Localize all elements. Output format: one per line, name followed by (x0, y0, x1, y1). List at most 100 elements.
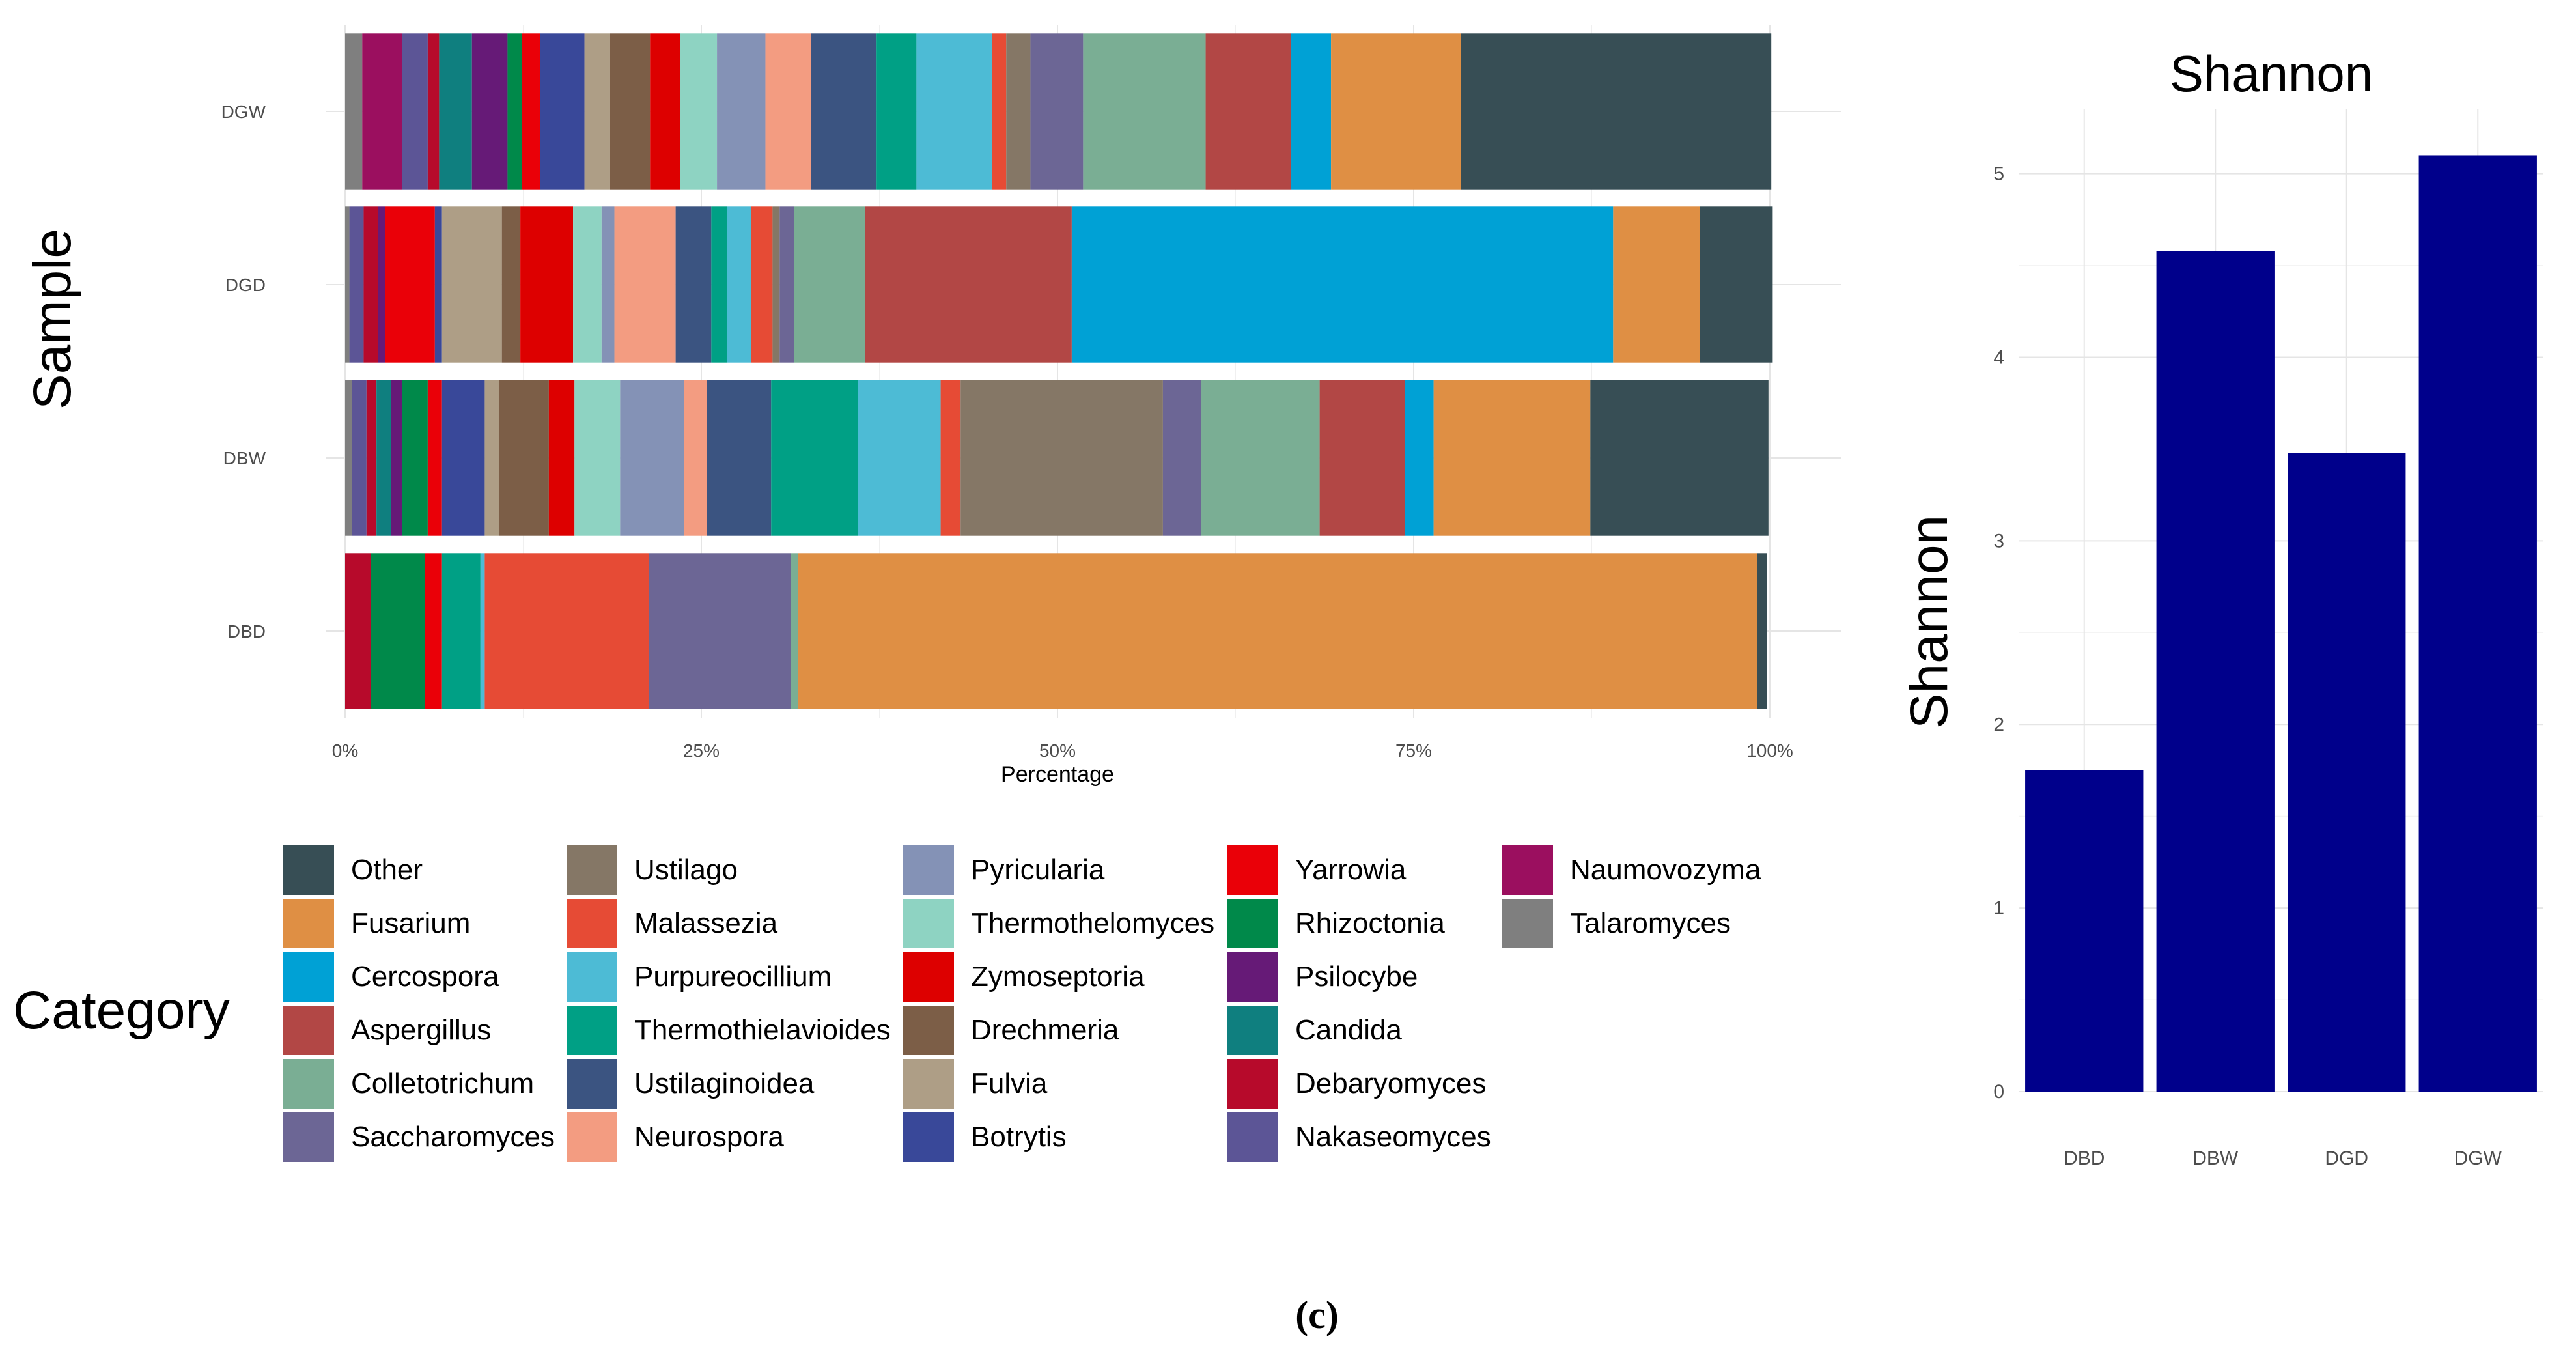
bar-segment-dgw-debaryomyces (427, 33, 440, 190)
bar-segment-dbw-botrytis (441, 380, 485, 536)
legend-item-debaryomyces: Debaryomyces (1227, 1059, 1486, 1109)
shannon-y-tick-label: 4 (1993, 347, 2004, 369)
shannon-y-tick-label: 1 (1993, 897, 2004, 919)
bar-segment-dgd-fusarium (1613, 206, 1700, 363)
x-tick-label: 25% (683, 741, 720, 761)
legend-label: Rhizoctonia (1295, 907, 1445, 939)
legend-label: Yarrowia (1295, 854, 1407, 886)
legend-item-talaromyces: Talaromyces (1502, 899, 1731, 948)
legend-item-neurospora: Neurospora (567, 1112, 784, 1162)
y-tick-label: DGD (225, 275, 266, 295)
legend-label: Neurospora (634, 1121, 784, 1153)
bar-segment-dgw-thermothielavioides (876, 33, 917, 190)
legend-label: Zymoseptoria (971, 961, 1145, 993)
shannon-bar-dgw (2418, 155, 2537, 1092)
legend-item-saccharomyces: Saccharomyces (283, 1112, 555, 1162)
x-axis-tick-labels: 0% 25% 50% 75% 100% (332, 741, 1793, 761)
bar-segment-dgw-thermothelomyces (680, 33, 718, 190)
shannon-bar-dbw (2156, 251, 2275, 1092)
legend-swatch (903, 1006, 954, 1055)
legend-label: Saccharomyces (351, 1121, 555, 1153)
shannon-y-axis-title: Shannon (1899, 515, 1959, 729)
bar-segment-dgw-zymoseptoria (650, 33, 680, 190)
legend-item-candida: Candida (1227, 1006, 1402, 1055)
x-tick-label: 75% (1395, 741, 1432, 761)
shannon-bars (2025, 155, 2537, 1092)
bar-segment-dgw-pyricularia (717, 33, 766, 190)
legend-item-thermothelomyces: Thermothelomyces (903, 899, 1214, 948)
bar-segment-dgd-thermothielavioides (711, 206, 727, 363)
bar-segment-dbw-fusarium (1433, 380, 1591, 536)
bar-segment-dgw-fusarium (1331, 33, 1461, 190)
legend-item-psilocybe: Psilocybe (1227, 952, 1418, 1002)
legend-swatch (1502, 899, 1553, 948)
bar-segment-dbw-neurospora (684, 380, 707, 536)
bar-segment-dbw-debaryomyces (366, 380, 377, 536)
shannon-title: Shannon (2170, 45, 2373, 102)
bar-segment-dbw-aspergillus (1319, 380, 1405, 536)
legend-label: Purpureocillium (634, 961, 832, 993)
bar-segment-dgd-botrytis (434, 206, 442, 363)
legend-item-ustilago: Ustilago (567, 845, 738, 895)
bar-segment-dgw-drechmeria (609, 33, 651, 190)
bar-segment-dgd-pyricularia (601, 206, 615, 363)
bar-segment-dbw-purpureocillium (858, 380, 941, 536)
legend-label: Aspergillus (351, 1014, 492, 1046)
bar-segment-dgw-candida (439, 33, 472, 190)
legend-swatch (567, 1112, 617, 1162)
bar-segment-dbw-yarrowia (427, 380, 442, 536)
bar-segment-dbw-pyricularia (620, 380, 684, 536)
bar-segment-dbw-zymoseptoria (548, 380, 575, 536)
bar-segment-dgd-aspergillus (865, 206, 1072, 363)
bar-segment-dgd-zymoseptoria (520, 206, 574, 363)
legend-label: Ustilaginoidea (634, 1067, 815, 1099)
legend-item-drechmeria: Drechmeria (903, 1006, 1119, 1055)
shannon-y-tick-label: 3 (1993, 530, 2004, 552)
legend-label: Drechmeria (971, 1014, 1119, 1046)
legend-label: Malassezia (634, 907, 778, 939)
legend-swatch (903, 1112, 954, 1162)
legend-swatch (903, 845, 954, 895)
x-tick-label: 50% (1039, 741, 1076, 761)
legend-swatch (1227, 845, 1278, 895)
bar-segment-dgd-psilocybe (378, 206, 385, 363)
bar-segment-dbd-fusarium (798, 553, 1757, 709)
shannon-y-tick-label: 2 (1993, 714, 2004, 735)
y-tick-label: DBW (223, 448, 266, 468)
panel-label: (c) (1295, 1293, 1339, 1336)
x-tick-label: 100% (1746, 741, 1793, 761)
legend-swatch (1502, 845, 1553, 895)
bar-segment-dgw-saccharomyces (1030, 33, 1084, 190)
bar-segment-dgw-nakaseomyces (402, 33, 428, 190)
legend-item-other: Other (283, 845, 423, 895)
legend-item-rhizoctonia: Rhizoctonia (1227, 899, 1445, 948)
legend-item-aspergillus: Aspergillus (283, 1006, 491, 1055)
legend-swatch (567, 899, 617, 948)
legend-label: Thermothelomyces (971, 907, 1215, 939)
bar-segment-dgd-thermothelomyces (573, 206, 602, 363)
y-axis-title: Sample (23, 229, 82, 410)
bar-segment-dgd-debaryomyces (363, 206, 378, 363)
legend-swatch (567, 1006, 617, 1055)
legend-swatch (283, 952, 334, 1002)
legend-label: Pyricularia (971, 854, 1105, 886)
bar-segment-dgd-purpureocillium (727, 206, 751, 363)
bar-segment-dgw-botrytis (540, 33, 585, 190)
bar-segment-dgw-rhizoctonia (507, 33, 522, 190)
bar-segment-dbw-psilocybe (391, 380, 402, 536)
bar-segment-dgw-talaromyces (345, 33, 363, 190)
bar-segment-dbw-malassezia (940, 380, 961, 536)
bar-segment-dbw-fulvia (484, 380, 499, 536)
legend-item-cercospora: Cercospora (283, 952, 499, 1002)
legend-label: Psilocybe (1295, 961, 1418, 993)
legend-swatch (283, 1059, 334, 1109)
legend-swatch (1227, 1112, 1278, 1162)
legend-swatch (567, 1059, 617, 1109)
legend-title: Category (13, 981, 230, 1040)
bar-segment-dgw-fulvia (584, 33, 610, 190)
bar-segment-dbd-colletotrichum (791, 553, 798, 709)
legend-label: Fulvia (971, 1067, 1048, 1099)
bar-segment-dbw-ustilago (960, 380, 1163, 536)
bar-segment-dbw-talaromyces (345, 380, 352, 536)
